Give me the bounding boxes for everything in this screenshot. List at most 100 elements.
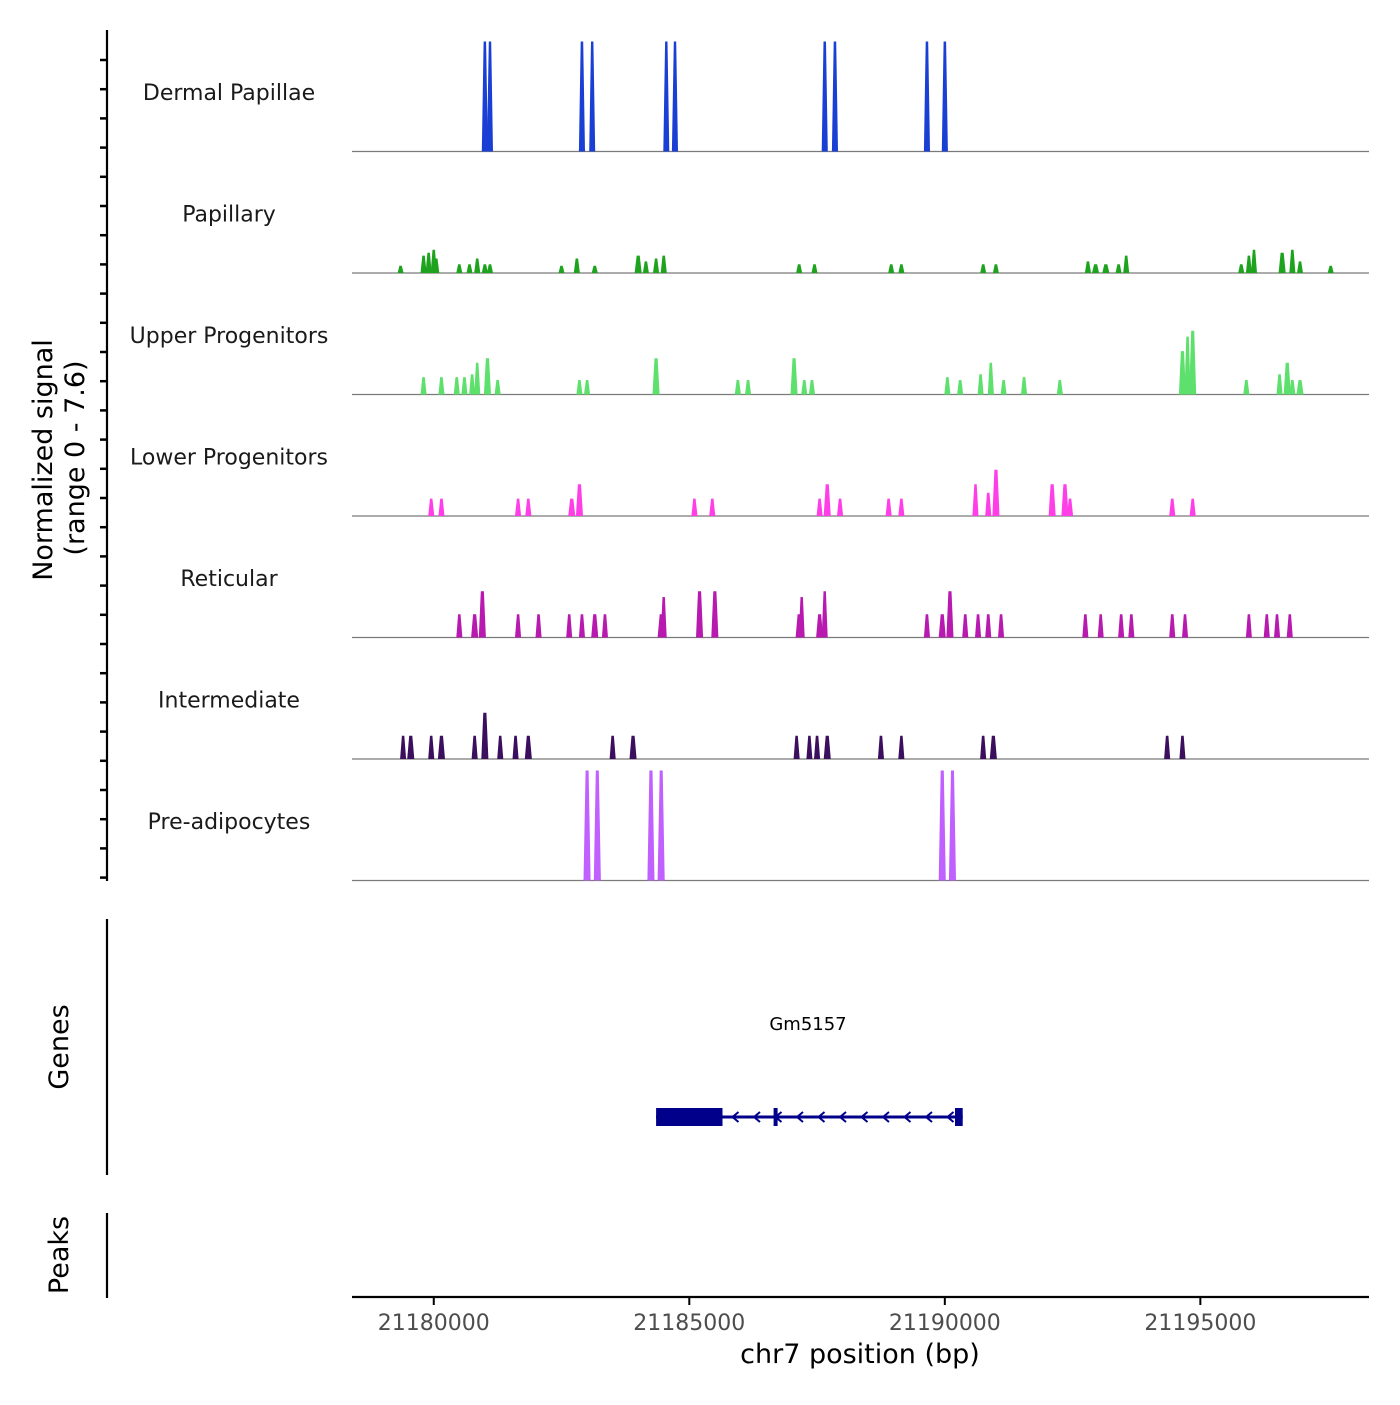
gene-strand-arrow [730, 1111, 740, 1123]
signal-peak [428, 735, 435, 759]
signal-peak [497, 735, 504, 759]
signal-peak [938, 614, 946, 638]
track-label: Upper Progenitors [130, 324, 329, 349]
signal-peak [1178, 351, 1186, 395]
signal-peak [407, 735, 415, 759]
signal-peak [583, 770, 591, 881]
track-label: Papillary [182, 203, 276, 228]
signal-peak [634, 255, 642, 273]
track-label: Reticular [180, 567, 278, 592]
signal-peak [494, 380, 501, 395]
track-reticular: Reticular [180, 567, 1369, 639]
track-label: Dermal Papillae [143, 81, 315, 106]
signal-peak [923, 614, 930, 638]
signal-peak [1056, 380, 1063, 395]
signal-peak [1184, 336, 1191, 395]
signal-peak [1245, 255, 1252, 273]
track-label: Intermediate [158, 689, 300, 714]
signal-peak [696, 591, 704, 638]
signal-peak [1102, 264, 1110, 273]
signal-peak [821, 41, 828, 152]
signal-peak [1169, 614, 1176, 638]
signal-peak [593, 770, 601, 881]
signal-peak [734, 380, 741, 395]
signal-peak [568, 498, 576, 516]
signal-peak [814, 735, 821, 759]
signal-peak [575, 484, 583, 516]
signal-peak [823, 484, 831, 516]
signal-peak [806, 735, 813, 759]
signal-peak [481, 264, 488, 273]
signal-peak [998, 614, 1005, 638]
signal-peak [816, 614, 824, 638]
signal-peak [461, 377, 468, 395]
signal-peak [1182, 614, 1189, 638]
signal-peak [558, 265, 565, 273]
signal-y-axis-label: Normalized signal [28, 339, 59, 581]
signal-peak [483, 358, 491, 395]
signal-peak [944, 377, 951, 395]
track-label: Lower Progenitors [130, 446, 328, 471]
signal-peak [1179, 735, 1186, 759]
signal-peak [1289, 249, 1296, 273]
signal-peak [653, 258, 660, 273]
signal-peak [898, 498, 905, 516]
signal-peak [471, 614, 479, 638]
signal-peak [1067, 498, 1074, 516]
track-pre-adipocytes: Pre-adipocytes [148, 770, 1369, 882]
signal-peak [663, 41, 670, 152]
signal-peak [793, 735, 800, 759]
signal-peak [711, 591, 719, 638]
signal-peak [823, 735, 831, 759]
signal-peak [1286, 614, 1293, 638]
signal-peak [1251, 249, 1257, 273]
signal-peak [591, 265, 598, 273]
signal-peak [821, 591, 828, 638]
signal-peak [578, 614, 585, 638]
gene-strand-arrow [838, 1111, 847, 1123]
track-label: Pre-adipocytes [148, 810, 311, 835]
signal-peak [837, 498, 844, 516]
signal-peak [515, 498, 522, 516]
signal-peak [566, 614, 573, 638]
gene-strand-arrow [859, 1111, 869, 1123]
gene-strand-arrow [795, 1111, 804, 1123]
track-upper-progenitors: Upper Progenitors [130, 324, 1369, 396]
signal-peak [433, 258, 440, 273]
signal-peak [478, 591, 486, 638]
signal-peak [1084, 261, 1091, 273]
signal-peak [1000, 380, 1007, 395]
signal-peak [1169, 498, 1176, 516]
signal-peak [1276, 374, 1283, 395]
x-axis-ticks: 21180000 21185000 21190000 21195000 [378, 1297, 1256, 1336]
signal-peak [660, 597, 667, 638]
signal-peak [647, 770, 655, 881]
signal-peak [453, 377, 460, 395]
signal-peak [1327, 265, 1334, 273]
signal-peak [576, 380, 583, 395]
track-papillary: Papillary [182, 203, 1369, 274]
signal-peak [923, 41, 930, 152]
gene-strand-arrow [816, 1111, 826, 1123]
signal-peak [977, 374, 984, 395]
signal-peak [601, 614, 608, 638]
signal-peak [671, 41, 678, 152]
signal-peak [466, 264, 473, 273]
signal-peak [584, 380, 591, 395]
signal-peak [591, 614, 599, 638]
x-tick-label: 21185000 [633, 1311, 745, 1336]
signal-peak [808, 380, 815, 395]
signal-peak [456, 614, 463, 638]
signal-peak [642, 261, 649, 273]
signal-peak [1263, 614, 1270, 638]
signal-peak [420, 377, 427, 395]
signal-peak [1297, 261, 1303, 273]
signal-peak [1274, 614, 1281, 638]
signal-peak [831, 41, 838, 152]
peaks-y-axis-label: Peaks [44, 1216, 75, 1294]
signal-peak [888, 264, 895, 273]
signal-y-axis-range-label: (range 0 - 7.6) [60, 360, 91, 555]
signal-peak [709, 498, 716, 516]
signal-peak [400, 735, 407, 759]
gene-strand-arrow [752, 1111, 761, 1123]
